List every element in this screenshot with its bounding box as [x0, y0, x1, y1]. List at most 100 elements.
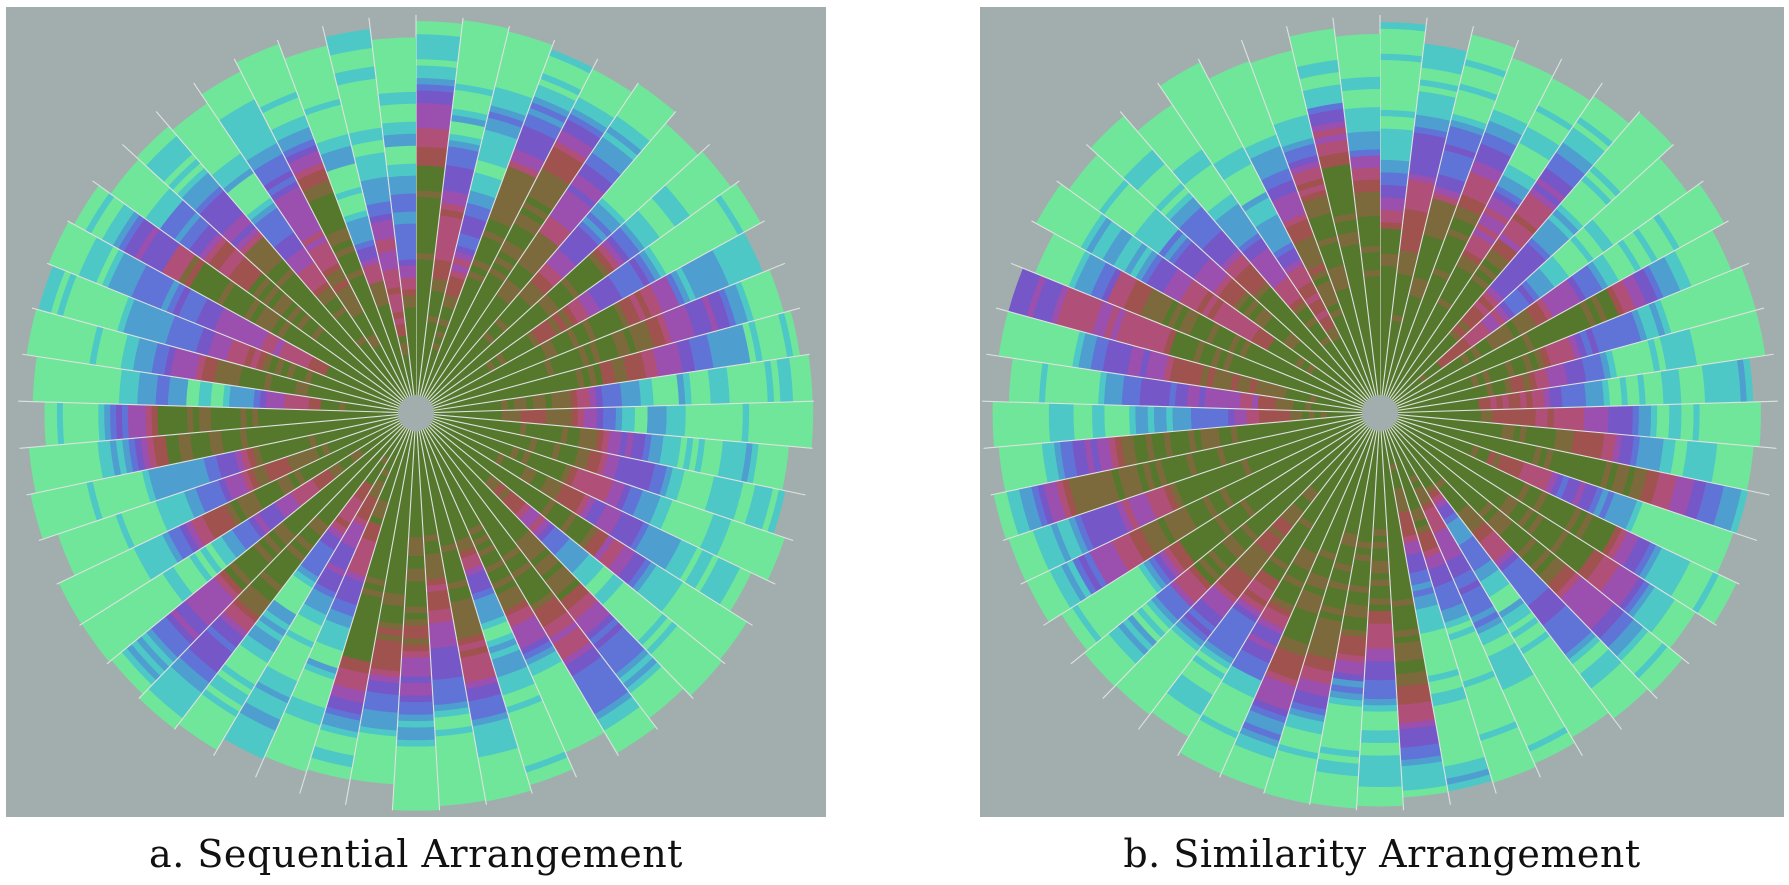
segment-cell: [356, 291, 374, 304]
segment-cell: [1399, 420, 1407, 426]
segment-cell: [520, 484, 536, 503]
segment-cell: [1609, 141, 1645, 176]
segment-cell: [321, 717, 360, 734]
segment-cell: [1452, 568, 1476, 585]
segment-cell: [502, 278, 523, 296]
wedge: [1394, 262, 1756, 409]
segment-cell: [1583, 222, 1610, 253]
segment-cell: [660, 499, 679, 533]
segment-cell: [1429, 423, 1438, 432]
segment-cell: [1519, 391, 1528, 409]
segment-cell: [1467, 687, 1504, 707]
segment-cell: [409, 524, 423, 532]
segment-cell: [357, 163, 388, 176]
segment-cell: [1483, 352, 1497, 369]
segment-cell: [1560, 575, 1587, 604]
segment-cell: [338, 447, 350, 459]
segment-cell: [723, 285, 743, 326]
segment-cell: [1389, 573, 1411, 583]
wedge-separator: [1395, 413, 1777, 449]
segment-cell: [245, 196, 275, 221]
segment-cell: [406, 336, 416, 344]
segment-cell: [1679, 478, 1696, 517]
wedge-separator: [1387, 426, 1583, 756]
segment-cell: [515, 481, 531, 499]
segment-cell: [1607, 619, 1640, 653]
segment-cell: [1588, 458, 1602, 486]
segment-cell: [388, 556, 408, 566]
segment-cell: [382, 133, 416, 142]
segment-cell: [1724, 487, 1743, 532]
segment-cell: [1525, 640, 1558, 666]
segment-cell: [1494, 184, 1524, 206]
segment-cell: [477, 543, 497, 558]
segment-cell: [709, 198, 739, 239]
segment-cell: [492, 503, 509, 519]
segment-cell: [1673, 517, 1695, 556]
segment-cell: [1514, 700, 1554, 725]
segment-cell: [352, 515, 369, 528]
segment-cell: [1489, 488, 1505, 506]
segment-cell: [548, 696, 587, 721]
segment-cell: [1482, 131, 1518, 152]
segment-cell: [764, 444, 778, 488]
segment-cell: [605, 125, 643, 156]
segment-cell: [1383, 465, 1391, 473]
segment-cell: [1474, 446, 1486, 462]
segment-cell: [372, 291, 389, 302]
segment-cell: [1369, 466, 1377, 474]
segment-cell: [538, 167, 570, 190]
segment-cell: [1527, 120, 1564, 146]
segment-cell: [1376, 460, 1384, 468]
segment-cell: [246, 629, 278, 654]
segment-cell: [340, 410, 348, 420]
segment-cell: [273, 499, 291, 519]
segment-cell: [115, 439, 128, 476]
center-hole: [398, 395, 434, 431]
segment-cell: [1519, 710, 1560, 736]
segment-cell: [1519, 631, 1551, 655]
segment-cell: [350, 621, 378, 634]
segment-cell: [624, 601, 654, 633]
segment-cell: [288, 624, 318, 644]
segment-cell: [1377, 441, 1383, 449]
segment-cell: [416, 346, 424, 354]
segment-cell: [581, 215, 609, 242]
wedge-separator: [56, 419, 402, 585]
segment-cell: [1549, 529, 1570, 555]
segment-cell: [197, 693, 237, 724]
segment-cell: [1464, 309, 1482, 326]
segment-cell: [498, 589, 524, 607]
segment-cell: [507, 159, 540, 179]
segment-cell: [1414, 411, 1421, 417]
segment-cell: [1579, 329, 1594, 357]
segment-cell: [416, 121, 451, 131]
segment-cell: [226, 172, 258, 199]
segment-cell: [1473, 497, 1490, 515]
segment-cell: [475, 159, 507, 175]
segment-cell: [1349, 578, 1371, 588]
wedge-separator: [420, 428, 533, 794]
segment-cell: [1411, 479, 1423, 490]
segment-cell: [585, 449, 598, 473]
segment-cell: [1478, 721, 1519, 742]
segment-cell: [458, 292, 475, 306]
segment-cell: [1414, 114, 1451, 127]
segment-cell: [253, 206, 281, 230]
segment-cell: [533, 89, 574, 113]
segment-cell: [330, 356, 343, 370]
segment-cell: [265, 312, 282, 334]
segment-cell: [1601, 675, 1640, 709]
wedge: [428, 421, 753, 660]
segment-cell: [513, 421, 522, 435]
segment-cell: [1440, 602, 1467, 618]
segment-cell: [1474, 709, 1514, 730]
segment-cell: [1424, 551, 1444, 565]
segment-cell: [1653, 259, 1676, 296]
segment-cell: [653, 405, 661, 435]
segment-cell: [377, 85, 416, 95]
segment-cell: [1422, 343, 1435, 355]
segment-cell: [1404, 306, 1419, 317]
segment-cell: [324, 501, 341, 518]
segment-cell: [675, 266, 697, 302]
